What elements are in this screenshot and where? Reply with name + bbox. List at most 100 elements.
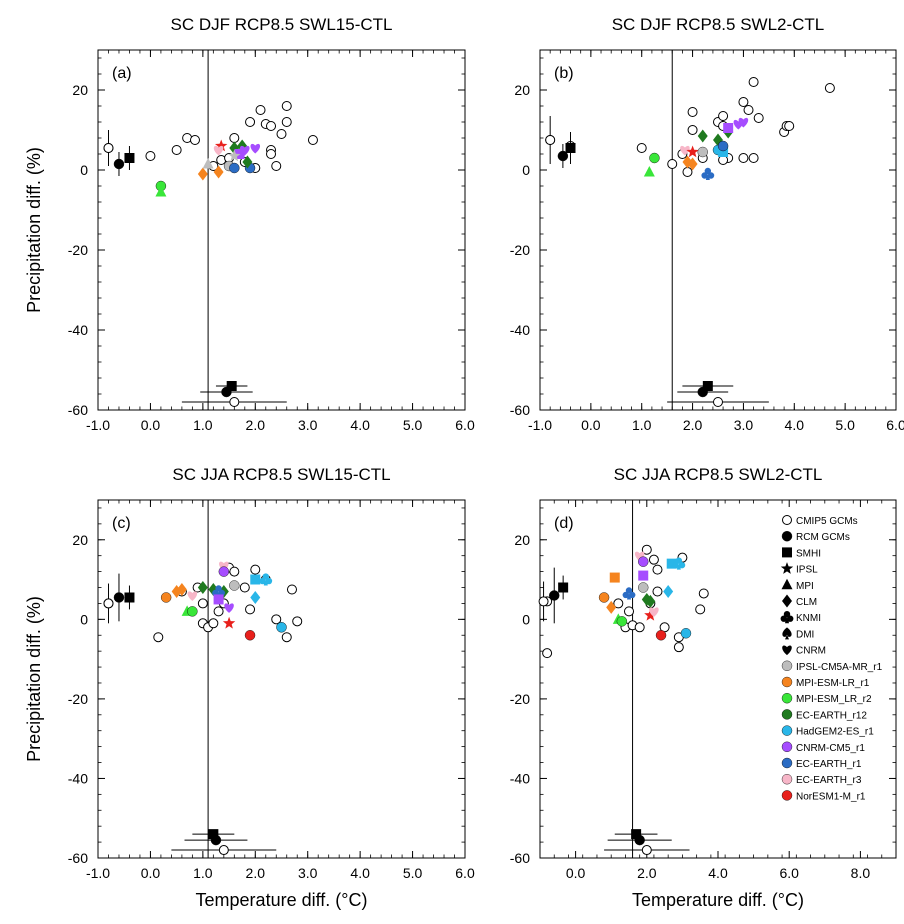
y-tick-label: -20: [68, 691, 88, 707]
x-tick-label: 0.0: [581, 417, 601, 433]
rcm-point: [723, 123, 734, 133]
bottom-point: [713, 397, 723, 407]
bottom-point: [697, 386, 708, 398]
gcm-point: [307, 135, 318, 145]
panel-a: SC DJF RCP8.5 SWL15-CTL (a) -1.0 0.0 1.0 2.0 3…: [24, 15, 475, 433]
rcm-point-lobe: [259, 577, 266, 585]
rcm-point: [229, 580, 240, 591]
gcm-point: [281, 117, 292, 127]
gcm-point: [667, 159, 678, 169]
rcm-point-stem: [705, 175, 710, 180]
x-tick-label: 2.0: [246, 417, 266, 433]
rcm-point: [224, 603, 234, 613]
rcm-point: [649, 152, 660, 164]
rcm-point: [202, 158, 214, 169]
legend-label: HadGEM2-ES_r1: [796, 727, 874, 738]
gcm-point: [271, 161, 282, 171]
rcm-point-stem: [676, 564, 681, 570]
rcm-point: [649, 607, 659, 617]
summary-point: [103, 598, 114, 609]
legend-marker: [781, 709, 793, 720]
bottom-point: [229, 397, 240, 407]
panel-label: (b): [554, 65, 574, 82]
rcm-point: [213, 145, 224, 156]
gcm-point: [743, 105, 754, 115]
x-tick-label: 4.0: [350, 417, 370, 433]
gcm-point: [687, 125, 698, 135]
bottom-point: [221, 386, 232, 398]
rcm-point-stem: [627, 594, 631, 600]
summary-point: [545, 135, 556, 145]
y-tick-label: 20: [514, 82, 530, 98]
y-tick-label: 20: [72, 82, 88, 98]
x-tick-label: 0.0: [141, 417, 161, 433]
rcm-point: [259, 573, 273, 586]
rcm-point: [250, 590, 261, 604]
gcm-point: [271, 614, 282, 625]
x-tick-label: 5.0: [403, 417, 423, 433]
x-tick-label: 4.0: [350, 865, 370, 881]
rcm-point-lobe: [625, 587, 633, 594]
gcm-point: [652, 586, 663, 597]
rcm-point: [276, 622, 287, 633]
gcm-point: [624, 606, 634, 617]
summary-point: [565, 143, 576, 153]
x-tick-label: 6.0: [455, 865, 475, 881]
legend-label: CNRM-CM5_r1: [796, 743, 865, 754]
gcm-point: [636, 143, 647, 153]
y-tick-label: -40: [510, 770, 530, 786]
y-tick-label: 0: [80, 611, 88, 627]
legend-label: NorESM1-M_r1: [796, 791, 866, 802]
legend-label: EC-EARTH_r12: [796, 710, 867, 721]
x-tick-label: 2.0: [246, 865, 266, 881]
x-axis-label: Temperature diff. (°C): [196, 890, 368, 910]
panel-label: (d): [554, 515, 574, 532]
x-axis-label: Temperature diff. (°C): [632, 890, 804, 910]
x-tick-label: -1.0: [86, 417, 110, 433]
panel-title: SC DJF RCP8.5 SWL2-CTL: [612, 15, 825, 34]
rcm-point: [738, 117, 749, 128]
panel-label: (a): [112, 65, 132, 82]
x-tick-label: 6.0: [886, 417, 904, 433]
summary-point: [557, 150, 569, 162]
gcm-point: [784, 121, 795, 131]
x-tick-label: 3.0: [734, 417, 754, 433]
gcm-point: [824, 83, 835, 93]
gcm-point: [229, 566, 240, 577]
gcm-point: [245, 604, 256, 615]
panel-d: SC JJA RCP8.5 SWL2-CTL (d) 0.0 2.0 4.0 6.0 8.0…: [510, 465, 897, 910]
rcm-point: [663, 584, 674, 598]
rcm-point: [228, 149, 241, 162]
x-tick-label: 2.0: [683, 417, 703, 433]
y-tick-label: 20: [514, 532, 530, 548]
rcm-point: [687, 157, 698, 171]
rcm-point: [645, 594, 656, 608]
legend-label: KNMI: [796, 613, 821, 624]
rcm-point-lobe: [215, 585, 222, 592]
gcm-point: [695, 604, 706, 615]
legend-label: DMI: [796, 629, 814, 640]
y-tick-label: -60: [68, 402, 88, 418]
rcm-point: [187, 606, 198, 617]
y-tick-label: -40: [510, 322, 530, 338]
rcm-point: [643, 166, 655, 177]
gcm-point: [286, 584, 297, 595]
legend-marker: [782, 645, 792, 656]
x-tick-label: 1.0: [632, 417, 652, 433]
gcm-point: [542, 648, 553, 659]
rcm-point: [680, 628, 692, 639]
gcm-point: [189, 135, 200, 145]
gcm-point: [281, 101, 292, 111]
bottom-point: [210, 834, 222, 846]
summary-point: [113, 592, 125, 603]
plot-frame: [97, 49, 466, 411]
rcm-point: [160, 592, 172, 603]
rcm-point: [197, 167, 208, 181]
legend-marker: [781, 725, 793, 736]
x-tick-label: 1.0: [193, 865, 213, 881]
rcm-point: [638, 570, 649, 581]
rcm-point: [609, 572, 620, 583]
bottom-point: [634, 834, 645, 846]
x-tick-label: 1.0: [193, 417, 213, 433]
